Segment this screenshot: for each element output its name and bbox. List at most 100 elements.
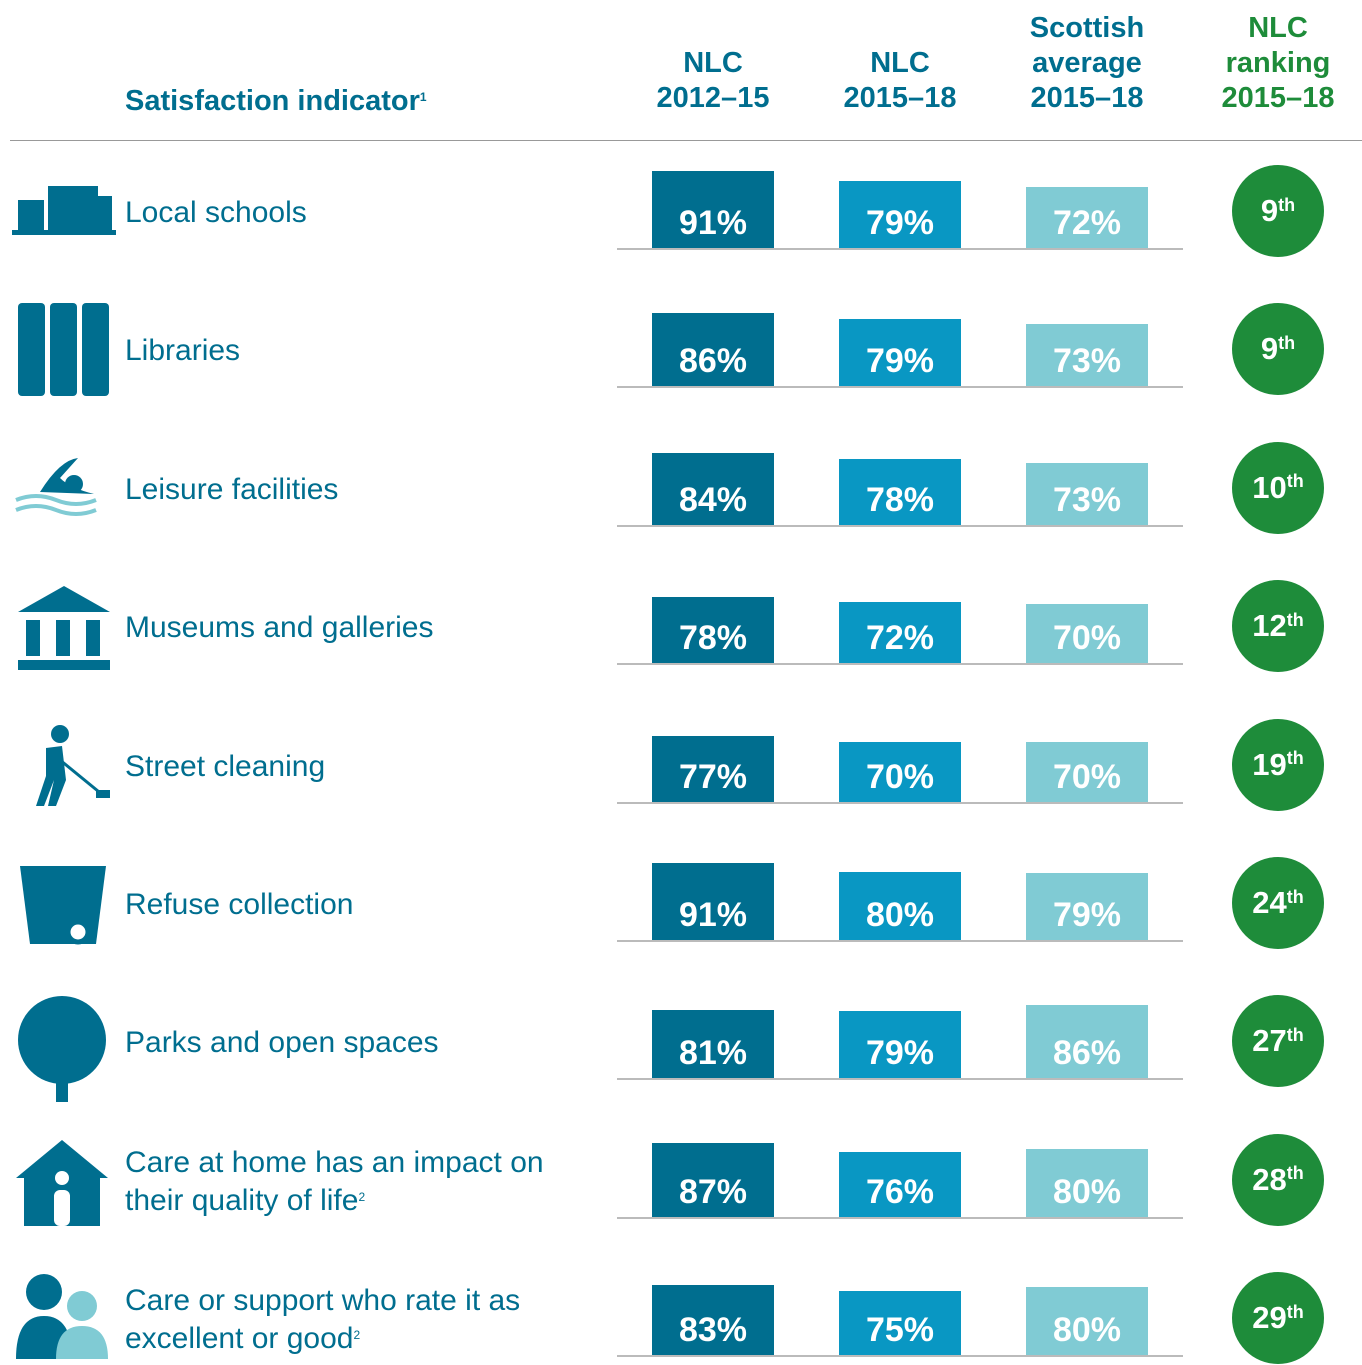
header-line: 2015–18 [1030,82,1144,114]
column-header: NLC 2012–15 [622,46,804,116]
header-line: 2015–18 [843,82,957,114]
bar [1026,1005,1148,1079]
bar [839,180,961,248]
category-label: Local schools [125,168,605,258]
label-text: Street cleaning [125,748,605,786]
baseline [617,524,1183,527]
value-label: 83% [678,1311,748,1350]
bar [1026,742,1148,802]
icons [12,186,116,1359]
baseline [617,663,1183,666]
bar [1026,324,1148,387]
label-text: Museums and galleries [125,609,605,647]
ranking-suffix: th [1286,1024,1304,1045]
ranking-suffix: th [1278,194,1296,215]
label-text: Parks and open spaces [125,1024,605,1062]
label-text: Local schools [125,194,605,232]
bar [839,1152,961,1217]
icon-museum [18,586,110,670]
label-text: Leisure facilities [125,471,605,509]
bar [839,602,961,664]
bar [652,736,774,802]
baseline [617,386,1183,389]
category-label: Street cleaning [125,722,605,812]
bar [839,1291,961,1356]
ranking-suffix: th [1286,748,1304,769]
header-line: 2012–15 [656,82,770,114]
label-text: Refuse collection [125,886,605,924]
header-rule [10,140,1362,141]
ranking-suffix: th [1286,609,1304,630]
category-label: Care at home has an impact on their qual… [125,1137,605,1227]
ranking: 29 [1252,1300,1287,1336]
category-label: Museums and galleries [125,583,605,673]
ranking: 19 [1252,746,1287,782]
value-label: 73% [1052,480,1122,519]
header-line: average [1032,47,1142,79]
ranking: 27 [1252,1023,1287,1059]
bar [1026,186,1148,248]
ranking-suffix: th [1286,886,1304,907]
value-label: 86% [678,342,748,381]
label-text: Libraries [125,332,605,370]
bar [1026,603,1148,664]
category: Local schools [125,196,307,229]
ranking: 24 [1252,885,1287,920]
bar [1026,462,1148,525]
bar [1026,872,1148,940]
value-label: 79% [865,342,935,381]
category-label: Refuse collection [125,860,605,950]
label-text: Care at home has an impact on their qual… [125,1144,605,1220]
header-line: ranking [1225,47,1331,79]
column-header: NLC ranking 2015–18 [1202,11,1354,116]
ranking: 9 [1260,331,1279,367]
bar [652,1284,774,1356]
baseline [617,940,1183,942]
value-label: 78% [865,480,935,519]
value-label: 75% [865,1311,935,1350]
ranking-suffix: th [1286,1301,1304,1322]
value-label: 70% [865,757,935,796]
column-header: NLC 2015–18 [809,46,991,116]
header-line: Scottish [1029,12,1145,44]
header-line: 2015–18 [1221,82,1335,114]
value-label: 91% [678,204,748,242]
category: Leisure facilities [125,472,339,506]
value-label: 76% [865,1172,935,1211]
bar [839,319,961,387]
ranking: 28 [1252,1161,1287,1197]
category-label: Care or support who rate it as excellent… [125,1275,605,1365]
category: Libraries [125,334,241,368]
bar [839,1011,961,1079]
icon-home [16,1140,108,1226]
bar [652,862,774,940]
bar [652,170,774,248]
category: Museums and galleries [125,611,434,645]
category: Refuse collection [125,888,354,921]
category-label: Parks and open spaces [125,998,605,1088]
value-label: 72% [865,619,935,658]
value-label: 79% [865,204,935,242]
value-label: 79% [865,1034,935,1073]
category-label: Libraries [125,306,605,396]
icon-library [18,303,109,396]
bar [652,453,774,525]
value-label: 87% [678,1172,748,1211]
value-label: 73% [1052,342,1122,381]
value-label: 91% [678,896,748,934]
note: 2 [358,1189,366,1204]
value-label: 70% [1052,619,1122,658]
category-label: Leisure facilities [125,445,605,535]
note: 2 [353,1328,361,1343]
icon-cleaner [36,725,110,806]
bar [839,458,961,525]
value-label: 77% [678,757,748,796]
baseline [617,1216,1183,1219]
ranking-suffix: th [1286,471,1304,492]
